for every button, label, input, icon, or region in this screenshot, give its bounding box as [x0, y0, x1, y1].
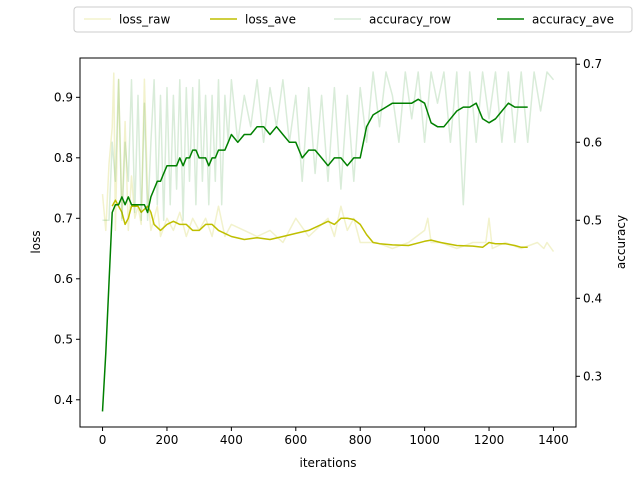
- right-tick-label: 0.4: [583, 291, 602, 305]
- x-tick-label: 1200: [474, 433, 505, 447]
- legend: loss_raw loss_ave accuracy_row accuracy_…: [74, 7, 632, 32]
- left-tick-label: 0.5: [54, 332, 73, 346]
- x-tick-label: 0: [99, 433, 107, 447]
- right-tick-label: 0.5: [583, 213, 602, 227]
- right-axis-label: accuracy: [614, 215, 628, 269]
- x-tick-label: 1400: [538, 433, 569, 447]
- left-tick-label: 0.4: [54, 393, 73, 407]
- x-tick-label: 400: [220, 433, 243, 447]
- left-tick-label: 0.6: [54, 272, 73, 286]
- legend-label-loss-raw: loss_raw: [119, 13, 170, 27]
- right-tick-label: 0.3: [583, 369, 602, 383]
- right-tick-label: 0.6: [583, 135, 602, 149]
- left-tick-label: 0.7: [54, 211, 73, 225]
- x-tick-label: 200: [156, 433, 179, 447]
- left-tick-label: 0.9: [54, 90, 73, 104]
- legend-label-accuracy-ave: accuracy_ave: [532, 13, 614, 27]
- right-tick-label: 0.7: [583, 57, 602, 71]
- x-axis-label: iterations: [300, 456, 357, 470]
- left-axis-label: loss: [29, 230, 43, 253]
- x-tick-label: 600: [284, 433, 307, 447]
- left-tick-label: 0.8: [54, 151, 73, 165]
- x-tick-label: 1000: [409, 433, 440, 447]
- legend-label-accuracy-row: accuracy_row: [369, 13, 451, 27]
- legend-label-loss-ave: loss_ave: [245, 13, 296, 27]
- x-tick-label: 800: [349, 433, 372, 447]
